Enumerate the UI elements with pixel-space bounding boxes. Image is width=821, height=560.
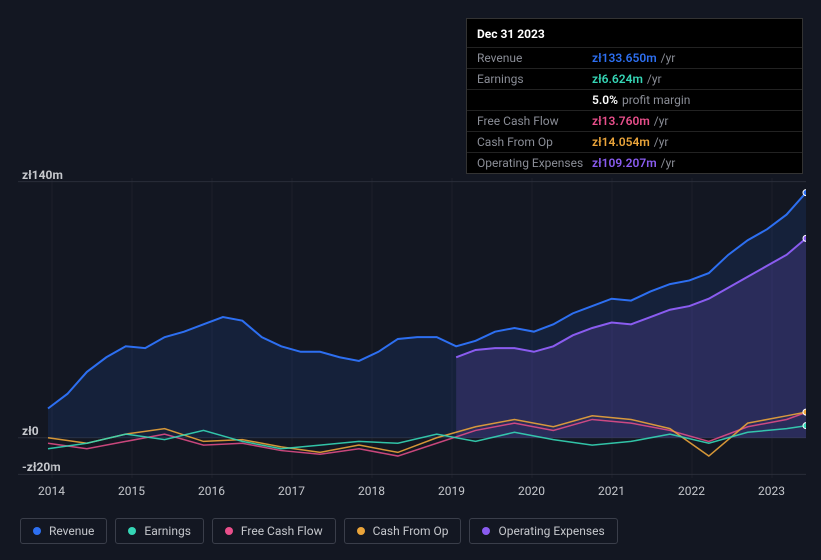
x-axis-label: 2023 (758, 484, 785, 498)
x-axis-label: 2015 (118, 484, 145, 498)
tooltip-row: Operating Expenseszł109.207m/yr (467, 152, 802, 173)
tooltip-row-value: 5.0% (592, 93, 618, 107)
x-axis-label: 2014 (38, 484, 65, 498)
tooltip-row-value: zł13.760m (592, 114, 650, 128)
x-axis-label: 2018 (358, 484, 385, 498)
tooltip-row-unit: /yr (661, 51, 676, 65)
legend-dot (357, 527, 365, 535)
legend-dot (128, 527, 136, 535)
tooltip-row-label: Revenue (477, 51, 592, 65)
legend-dot (33, 527, 41, 535)
tooltip-panel: Dec 31 2023 Revenuezł133.650m/yrEarnings… (466, 18, 803, 174)
tooltip-row: Revenuezł133.650m/yr (467, 47, 802, 68)
tooltip-row: Cash From Opzł14.054m/yr (467, 131, 802, 152)
x-axis-label: 2021 (598, 484, 625, 498)
tooltip-row-label: Operating Expenses (477, 156, 592, 170)
tooltip-row-label: Free Cash Flow (477, 114, 592, 128)
x-axis-label: 2017 (278, 484, 305, 498)
tooltip-date: Dec 31 2023 (467, 19, 802, 47)
legend-dot (225, 527, 233, 535)
x-axis-label: 2020 (518, 484, 545, 498)
legend-dot (482, 527, 490, 535)
tooltip-row-unit: /yr (654, 135, 669, 149)
tooltip-row-value: zł133.650m (592, 51, 657, 65)
tooltip-row-unit: /yr (647, 72, 662, 86)
legend-label: Revenue (49, 524, 94, 538)
chart-area[interactable] (18, 178, 806, 478)
legend-label: Free Cash Flow (241, 524, 323, 538)
legend-item[interactable]: Revenue (20, 518, 107, 544)
legend-label: Operating Expenses (498, 524, 604, 538)
tooltip-row-value: zł14.054m (592, 135, 650, 149)
tooltip-row: 5.0% profit margin (467, 89, 802, 110)
x-axis-label: 2022 (678, 484, 705, 498)
legend-label: Earnings (144, 524, 191, 538)
tooltip-row-label: Earnings (477, 72, 592, 86)
x-axis-label: 2019 (438, 484, 465, 498)
legend-item[interactable]: Earnings (115, 518, 204, 544)
tooltip-row-label: Cash From Op (477, 135, 592, 149)
legend: Revenue Earnings Free Cash Flow Cash From O… (20, 518, 618, 544)
tooltip-row-unit: profit margin (622, 93, 690, 107)
legend-item[interactable]: Free Cash Flow (212, 518, 336, 544)
x-axis-label: 2016 (198, 484, 225, 498)
legend-item[interactable]: Operating Expenses (469, 518, 617, 544)
tooltip-row: Free Cash Flowzł13.760m/yr (467, 110, 802, 131)
legend-item[interactable]: Cash From Op (344, 518, 462, 544)
tooltip-row-value: zł6.624m (592, 72, 643, 86)
tooltip-row-unit: /yr (661, 156, 676, 170)
tooltip-row-unit: /yr (654, 114, 669, 128)
tooltip-row-value: zł109.207m (592, 156, 657, 170)
tooltip-row: Earningszł6.624m/yr (467, 68, 802, 89)
chart-svg (18, 178, 806, 478)
legend-label: Cash From Op (373, 524, 449, 538)
